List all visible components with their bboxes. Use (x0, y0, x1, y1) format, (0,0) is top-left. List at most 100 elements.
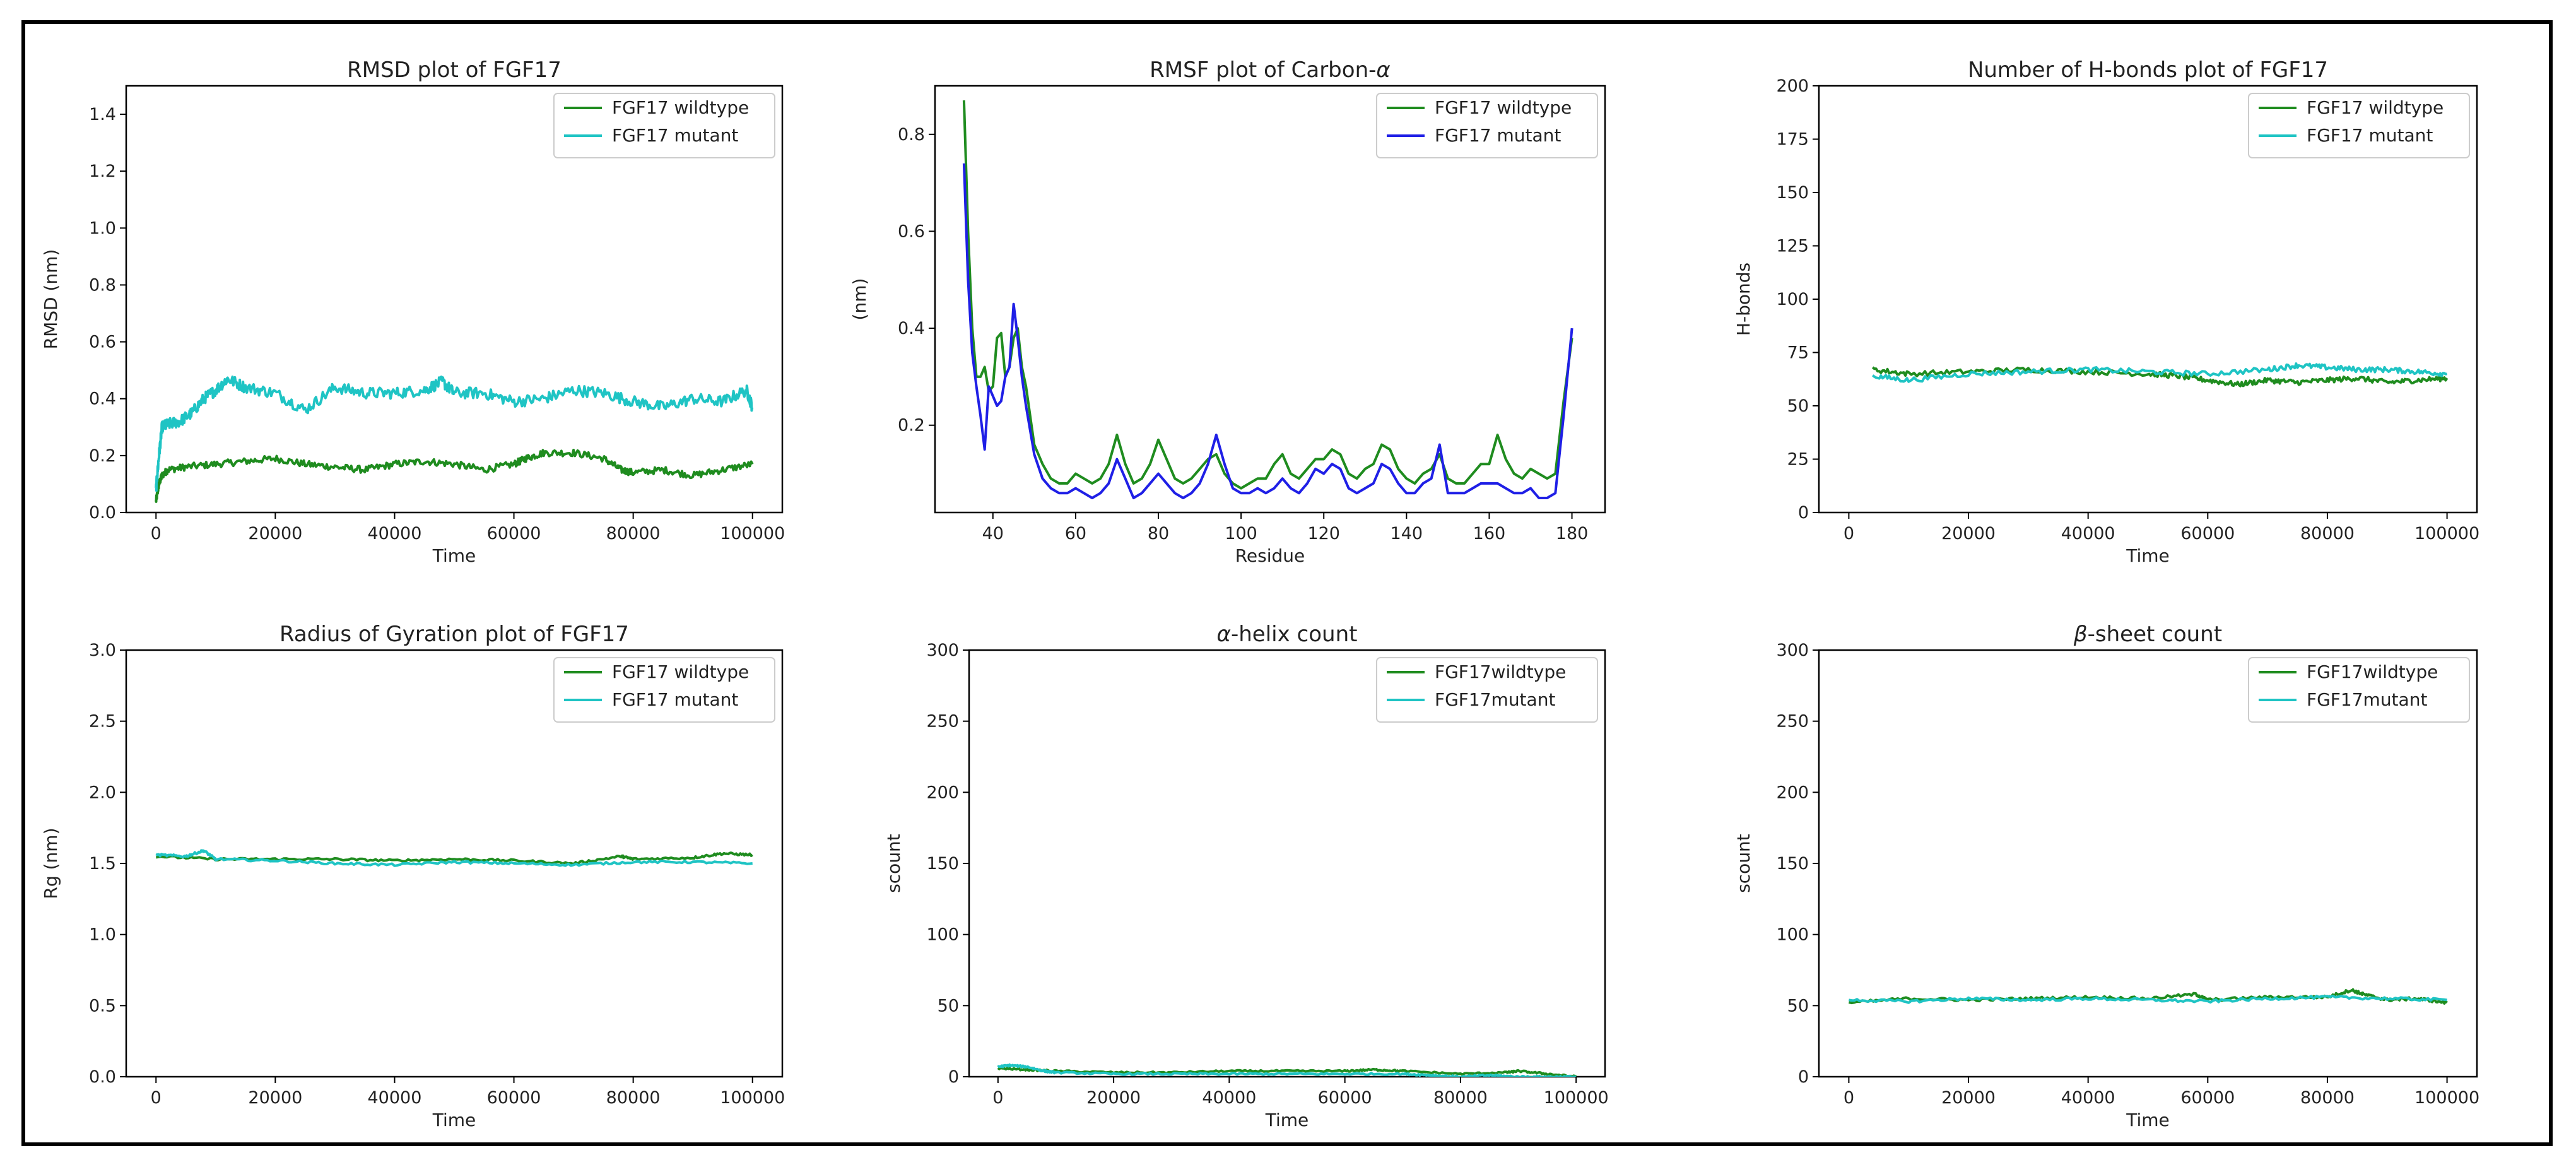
series-line-fgf17-wildtype (155, 851, 753, 865)
series-line-fgf17wildtype (1848, 988, 2449, 1005)
series-line-fgf17-mutant (155, 849, 753, 867)
x-axis-label: Time (2126, 1110, 2170, 1130)
x-tick-label: 80000 (2300, 1088, 2355, 1108)
y-tick-label: 50 (938, 996, 959, 1016)
x-tick-label: 20000 (1941, 1088, 1996, 1108)
title-text: -helix count (1231, 622, 1357, 647)
y-tick-label: 0.8 (89, 275, 116, 295)
legend-label: FGF17 wildtype (612, 97, 749, 118)
series-line-fgf17-mutant (1871, 362, 2448, 383)
title-symbol: α (1376, 57, 1390, 83)
legend-label: FGF17 wildtype (2307, 97, 2444, 118)
x-tick-label: 140 (1391, 524, 1423, 543)
chart-title: Radius of Gyration plot of FGF17 (279, 622, 629, 647)
x-tick-label: 160 (1473, 524, 1506, 543)
x-tick-label: 80000 (606, 524, 661, 543)
y-axis-label: H-bonds (1733, 263, 1754, 336)
y-tick-label: 0 (948, 1067, 959, 1087)
legend-label: FGF17mutant (2307, 689, 2427, 710)
legend-label: FGF17mutant (1435, 689, 1555, 710)
legend-label: FGF17 mutant (612, 689, 738, 710)
chart-panel-2: RMSF plot of Carbon-α 40 60 80 100 120 140 160 1… (849, 57, 1606, 566)
y-tick-label: 3.0 (89, 641, 116, 660)
legend: FGF17 wildtype FGF17 mutant (2248, 93, 2470, 158)
y-tick-label: 0.6 (898, 222, 925, 241)
legend: FGF17 wildtype FGF17 mutant (1376, 93, 1598, 158)
legend-label: FGF17wildtype (1435, 661, 1566, 682)
x-tick-label: 60000 (2180, 524, 2235, 543)
series-line-fgf17mutant (1849, 994, 2447, 1004)
y-tick-label: 0.0 (89, 503, 116, 523)
x-tick-label: 40000 (2061, 1088, 2115, 1108)
series-line-fgf17-wildtype (962, 100, 1573, 490)
series-line-fgf17-wildtype (155, 449, 754, 503)
legend-box (2248, 93, 2470, 158)
chart-panel-5: α-helix count 0 20000 40000 60000 80000 100000… (883, 622, 1609, 1130)
legend-box (2248, 657, 2470, 723)
y-tick-label: 0.5 (89, 996, 116, 1016)
legend-label: FGF17 mutant (1435, 125, 1561, 146)
chart-title: RMSD plot of FGF17 (347, 57, 562, 83)
x-tick-label: 20000 (248, 524, 302, 543)
x-axis-label: Time (432, 545, 476, 566)
legend: FGF17wildtype FGF17mutant (1376, 657, 1598, 723)
x-tick-label: 60 (1065, 524, 1086, 543)
y-axis-label: scount (883, 834, 904, 893)
figure-frame (21, 20, 2553, 1146)
y-tick-label: 100 (1776, 290, 1809, 309)
x-tick-label: 0 (151, 524, 162, 543)
series-line-fgf17-wildtype (1871, 366, 2449, 388)
y-tick-label: 200 (926, 783, 959, 802)
x-tick-label: 20000 (248, 1088, 302, 1108)
y-tick-label: 0.4 (89, 389, 116, 409)
y-tick-label: 300 (1776, 641, 1809, 660)
y-tick-label: 0 (1798, 503, 1809, 523)
y-tick-label: 0.2 (898, 416, 925, 435)
x-tick-label: 40000 (1202, 1088, 1256, 1108)
y-tick-label: 0 (1798, 1067, 1809, 1087)
x-tick-label: 0 (1844, 1088, 1854, 1108)
y-tick-label: 1.0 (89, 925, 116, 945)
y-tick-label: 0.4 (898, 319, 925, 338)
y-tick-label: 1.4 (89, 105, 116, 124)
x-tick-label: 100000 (2414, 524, 2479, 543)
y-tick-label: 200 (1776, 783, 1809, 802)
y-tick-label: 50 (1787, 396, 1809, 416)
x-tick-label: 180 (1556, 524, 1589, 543)
legend-box (553, 657, 775, 723)
legend-label: FGF17 wildtype (612, 661, 749, 682)
y-tick-label: 125 (1776, 237, 1809, 256)
x-tick-label: 60000 (2180, 1088, 2235, 1108)
series-line-fgf17-mutant (155, 376, 754, 492)
title-symbol: α (1217, 622, 1231, 647)
x-tick-label: 60000 (487, 1088, 541, 1108)
x-tick-label: 40 (982, 524, 1004, 543)
y-axis-label: scount (1733, 834, 1754, 893)
y-tick-label: 100 (1776, 925, 1809, 945)
x-tick-label: 60000 (487, 524, 541, 543)
y-tick-label: 1.2 (89, 162, 116, 181)
legend-box (553, 93, 775, 158)
y-tick-label: 0.2 (89, 446, 116, 466)
legend-label: FGF17 mutant (2307, 125, 2433, 146)
y-axis-label: Rg (nm) (40, 828, 61, 899)
x-tick-label: 100 (1225, 524, 1257, 543)
series-line-fgf17-mutant (962, 163, 1573, 499)
y-axis-label: (nm) (849, 278, 870, 321)
y-tick-label: 175 (1776, 130, 1809, 150)
x-tick-label: 120 (1307, 524, 1340, 543)
x-tick-label: 20000 (1086, 1088, 1141, 1108)
title-symbol: β (2073, 622, 2088, 647)
chart-title: Number of H-bonds plot of FGF17 (1968, 57, 2328, 83)
y-tick-label: 75 (1787, 343, 1809, 363)
legend: FGF17 wildtype FGF17 mutant (553, 657, 775, 723)
legend: FGF17 wildtype FGF17 mutant (553, 93, 775, 158)
x-tick-label: 80000 (2300, 524, 2355, 543)
x-tick-label: 80000 (1433, 1088, 1488, 1108)
axes-frame (934, 85, 1606, 514)
chart-title: RMSF plot of Carbon-α (1150, 57, 1391, 83)
y-tick-label: 150 (926, 854, 959, 874)
x-tick-label: 0 (992, 1088, 1003, 1108)
y-tick-label: 200 (1776, 76, 1809, 96)
